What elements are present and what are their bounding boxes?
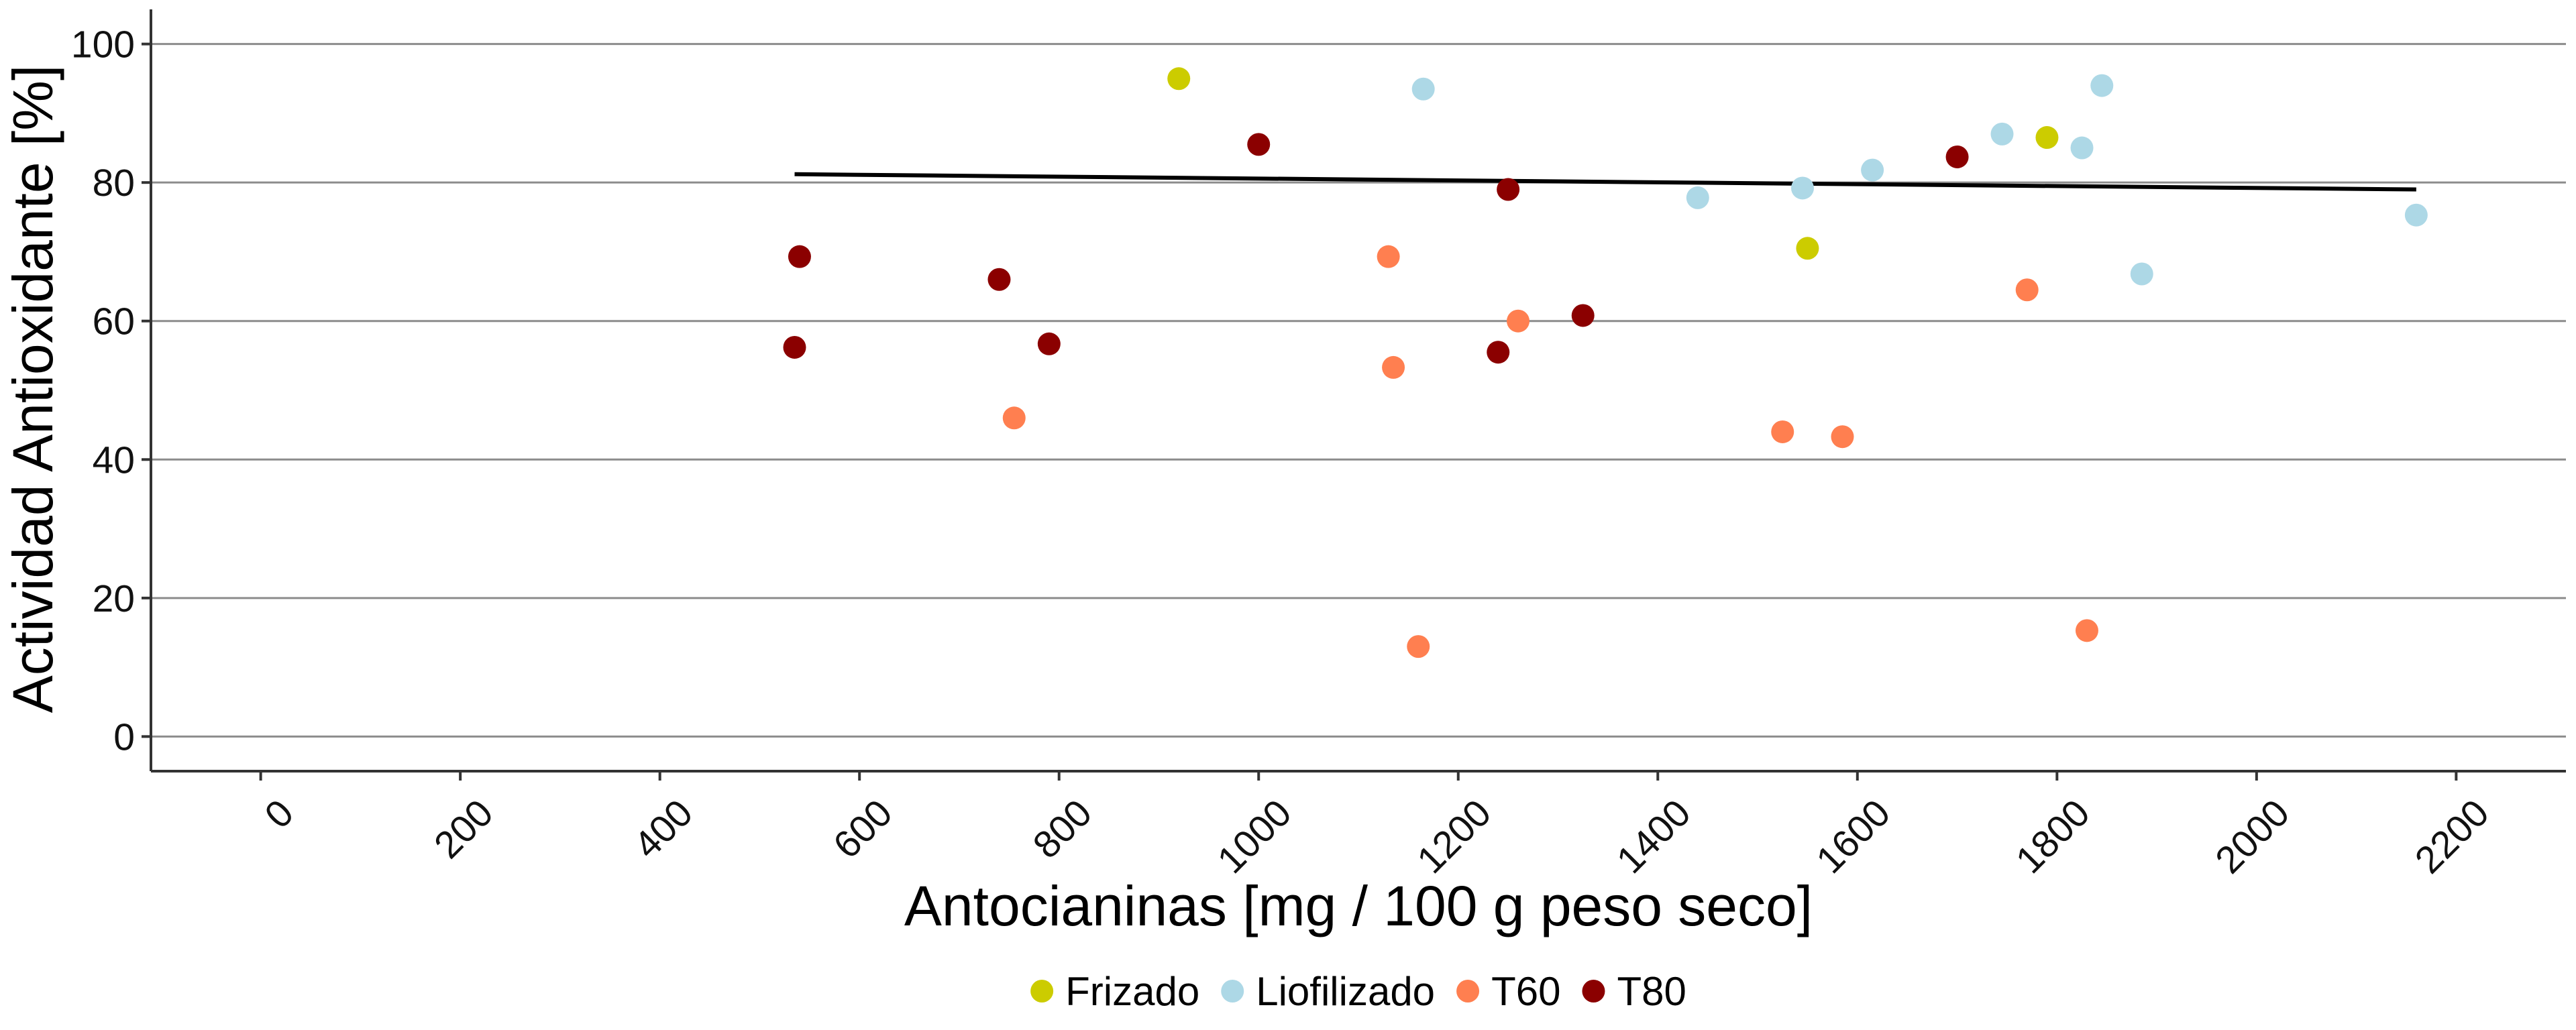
- legend-key-frizado: [1030, 980, 1054, 1003]
- point-t80-5: [1487, 341, 1510, 364]
- point-t80-6: [1497, 178, 1520, 201]
- y-tick-label-60: 60: [93, 300, 135, 343]
- point-t60-7: [2015, 278, 2039, 302]
- point-liofilizado-1: [1686, 186, 1709, 209]
- point-t60-5: [1771, 420, 1794, 443]
- legend-key-liofilizado: [1221, 980, 1244, 1003]
- y-tick-labels: 0 20 40 60 80 100: [71, 23, 135, 759]
- legend-label-liofilizado: Liofilizado: [1256, 969, 1435, 1014]
- x-tick-label-2000: 2000: [2207, 791, 2298, 882]
- legend: Frizado Liofilizado T60 T80: [1030, 969, 1686, 1014]
- x-tick-label-800: 800: [1025, 791, 1101, 867]
- point-t80-3: [1037, 332, 1061, 355]
- x-tick-label-1600: 1600: [1808, 791, 1898, 882]
- x-tick-label-600: 600: [825, 791, 901, 867]
- x-tick-labels: 0 200 400 600 800 1000 1200 1400 1600 1800 2000 220…: [256, 791, 2497, 882]
- y-tick-label-20: 20: [93, 577, 135, 620]
- gridlines: [151, 43, 2566, 738]
- point-liofilizado-2: [1790, 176, 1814, 200]
- x-tick-label-1400: 1400: [1609, 791, 1699, 882]
- y-tick-label-0: 0: [113, 716, 135, 758]
- x-tick-label-1800: 1800: [2008, 791, 2098, 882]
- legend-key-t80: [1582, 980, 1605, 1003]
- point-frizado-0: [1167, 67, 1191, 91]
- point-liofilizado-0: [1411, 77, 1435, 101]
- point-t80-2: [987, 268, 1011, 291]
- data-points: [783, 67, 2428, 659]
- x-tick-label-400: 400: [626, 791, 702, 867]
- point-liofilizado-3: [1861, 158, 1884, 182]
- point-t80-0: [783, 335, 806, 359]
- x-tick-label-0: 0: [256, 791, 302, 837]
- x-axis-title: Antocianinas [mg / 100 g peso seco]: [904, 874, 1813, 937]
- point-frizado-2: [2035, 126, 2059, 150]
- point-t80-4: [1247, 133, 1271, 156]
- point-t60-2: [1382, 355, 1405, 379]
- x-tick-label-2200: 2200: [2407, 791, 2498, 882]
- point-t60-8: [2075, 619, 2098, 642]
- point-t60-1: [1377, 245, 1400, 268]
- x-tick-label-1000: 1000: [1210, 791, 1300, 882]
- point-liofilizado-7: [2130, 262, 2153, 286]
- trendline: [794, 172, 2416, 192]
- y-tick-label-40: 40: [93, 439, 135, 481]
- legend-label-t60: T60: [1491, 969, 1560, 1014]
- legend-label-frizado: Frizado: [1065, 969, 1199, 1014]
- y-tick-label-80: 80: [93, 162, 135, 205]
- y-tick-label-100: 100: [71, 23, 135, 66]
- point-t60-3: [1407, 635, 1430, 659]
- point-t60-0: [1002, 406, 1026, 430]
- x-tick-label-200: 200: [426, 791, 502, 867]
- x-tick-label-1200: 1200: [1409, 791, 1499, 882]
- point-t60-6: [1831, 425, 1854, 449]
- point-liofilizado-5: [2070, 136, 2094, 160]
- point-t80-7: [1571, 304, 1595, 327]
- axes: [142, 9, 2566, 781]
- point-frizado-1: [1796, 237, 1819, 260]
- point-t60-4: [1507, 309, 1530, 333]
- legend-key-t60: [1456, 980, 1480, 1003]
- point-liofilizado-6: [2090, 74, 2114, 97]
- trendline-group: [794, 172, 2416, 192]
- point-liofilizado-4: [1990, 122, 2014, 146]
- y-axis-title: Actividad Antioxidante [%]: [1, 65, 64, 713]
- point-t80-1: [788, 245, 811, 268]
- point-t80-8: [1945, 145, 1969, 168]
- point-liofilizado-8: [2404, 203, 2428, 227]
- legend-label-t80: T80: [1617, 969, 1686, 1014]
